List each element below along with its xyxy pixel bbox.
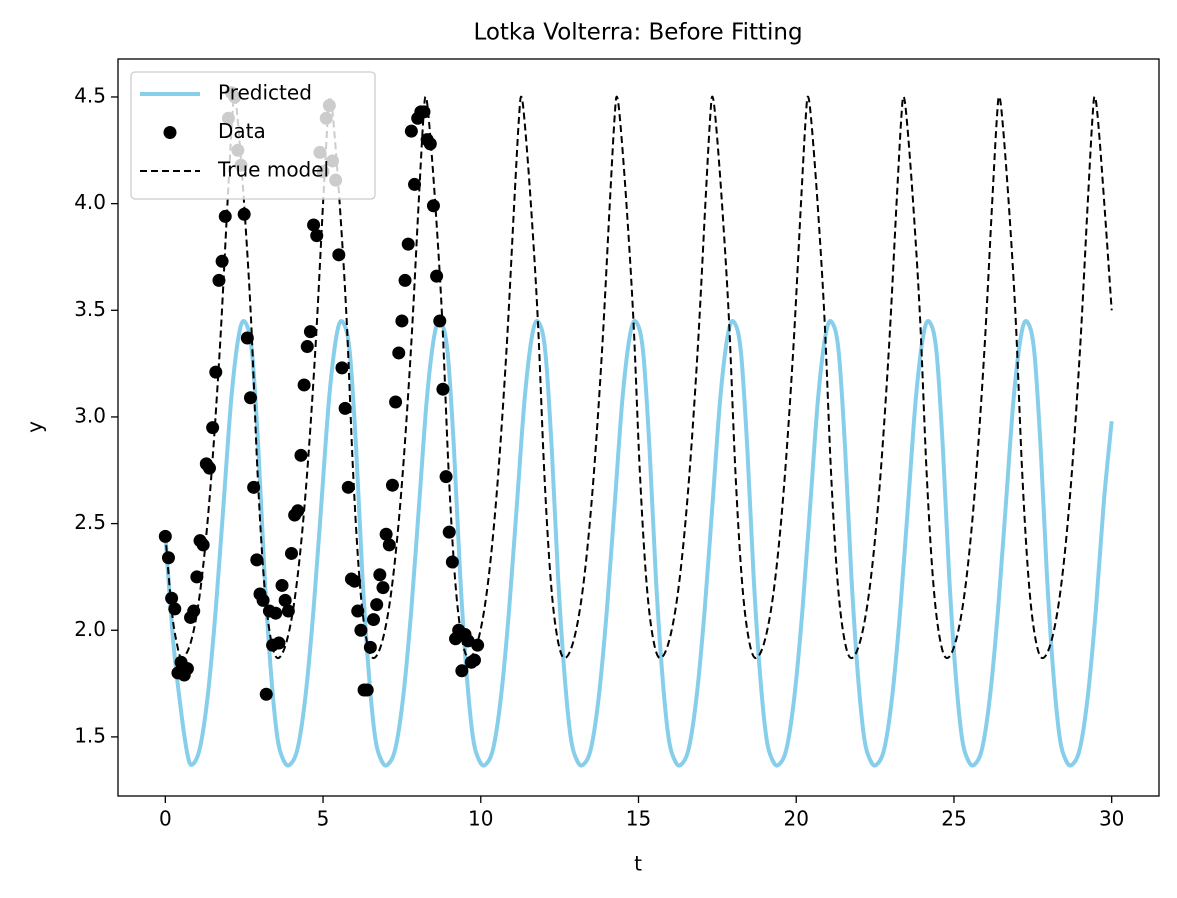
- data-point: [190, 570, 204, 584]
- data-point: [401, 237, 415, 251]
- y-axis-label: y: [23, 421, 47, 433]
- x-tick-label: 0: [159, 807, 172, 831]
- data-point: [196, 538, 210, 552]
- data-point: [250, 553, 264, 567]
- data-point: [439, 470, 453, 484]
- data-point: [294, 448, 308, 462]
- y-tick-label: 1.5: [74, 723, 106, 747]
- data-point: [247, 480, 261, 494]
- legend-label: Predicted: [218, 81, 312, 105]
- data-point: [307, 218, 321, 232]
- data-point: [392, 346, 406, 360]
- data-point: [367, 613, 381, 627]
- data-point: [360, 683, 374, 697]
- data-point: [341, 480, 355, 494]
- data-point: [455, 664, 469, 678]
- data-point: [180, 662, 194, 676]
- data-point: [373, 568, 387, 582]
- data-point: [335, 361, 349, 375]
- data-point: [445, 555, 459, 569]
- data-point: [436, 382, 450, 396]
- data-point: [202, 461, 216, 475]
- x-tick-label: 30: [1099, 807, 1124, 831]
- legend-box: [130, 71, 376, 200]
- legend-label: Data: [218, 119, 266, 143]
- legend-label: True model: [217, 158, 329, 182]
- x-tick-label: 20: [784, 807, 809, 831]
- data-point: [426, 199, 440, 213]
- data-point: [376, 581, 390, 595]
- data-point: [385, 478, 399, 492]
- data-point: [338, 401, 352, 415]
- data-point: [395, 314, 409, 328]
- data-point: [433, 314, 447, 328]
- data-point: [467, 653, 481, 667]
- x-tick-label: 5: [317, 807, 330, 831]
- data-point: [278, 593, 292, 607]
- data-point: [165, 591, 179, 605]
- data-point: [272, 636, 286, 650]
- data-point: [382, 538, 396, 552]
- y-tick-label: 4.0: [74, 190, 106, 214]
- line: [163, 319, 1114, 768]
- data-point: [275, 578, 289, 592]
- data-point: [291, 504, 305, 518]
- data-point: [269, 606, 283, 620]
- data-point: [404, 124, 418, 138]
- data-point: [161, 551, 175, 565]
- data-point: [398, 273, 412, 287]
- y-tick-label: 2.5: [74, 510, 106, 534]
- plot-frame: [117, 58, 1160, 797]
- data-point: [212, 273, 226, 287]
- data-point: [300, 340, 314, 354]
- x-tick-label: 15: [626, 807, 651, 831]
- data-point: [408, 177, 422, 191]
- data-point: [206, 421, 220, 435]
- y-tick-label: 4.5: [74, 83, 106, 107]
- data-point: [389, 395, 403, 409]
- data-point: [348, 574, 362, 588]
- chart-title: Lotka Volterra: Before Fitting: [473, 20, 802, 46]
- y-tick-label: 3.0: [74, 403, 106, 427]
- data-point: [379, 527, 393, 541]
- data-point: [430, 269, 444, 283]
- data-point: [237, 207, 251, 221]
- data-point: [215, 254, 229, 268]
- data-point: [259, 687, 273, 701]
- y-tick-label: 2.0: [74, 617, 106, 641]
- data-point: [370, 598, 384, 612]
- x-tick-label: 10: [468, 807, 493, 831]
- data-point: [351, 604, 365, 618]
- data-point: [442, 525, 456, 539]
- data-point: [285, 546, 298, 560]
- x-tick-label: 25: [941, 807, 966, 831]
- data-point: [423, 137, 437, 151]
- plot-area: [158, 86, 1114, 768]
- data-point: [310, 229, 324, 243]
- data-point: [303, 325, 317, 339]
- data-point: [209, 365, 223, 379]
- data-point: [218, 209, 232, 223]
- data-point: [297, 378, 311, 392]
- y-tick-label: 3.5: [74, 297, 106, 321]
- x-axis-label: t: [634, 852, 642, 876]
- data-point: [240, 331, 254, 345]
- data-point: [332, 248, 346, 262]
- legend-marker: [163, 126, 177, 139]
